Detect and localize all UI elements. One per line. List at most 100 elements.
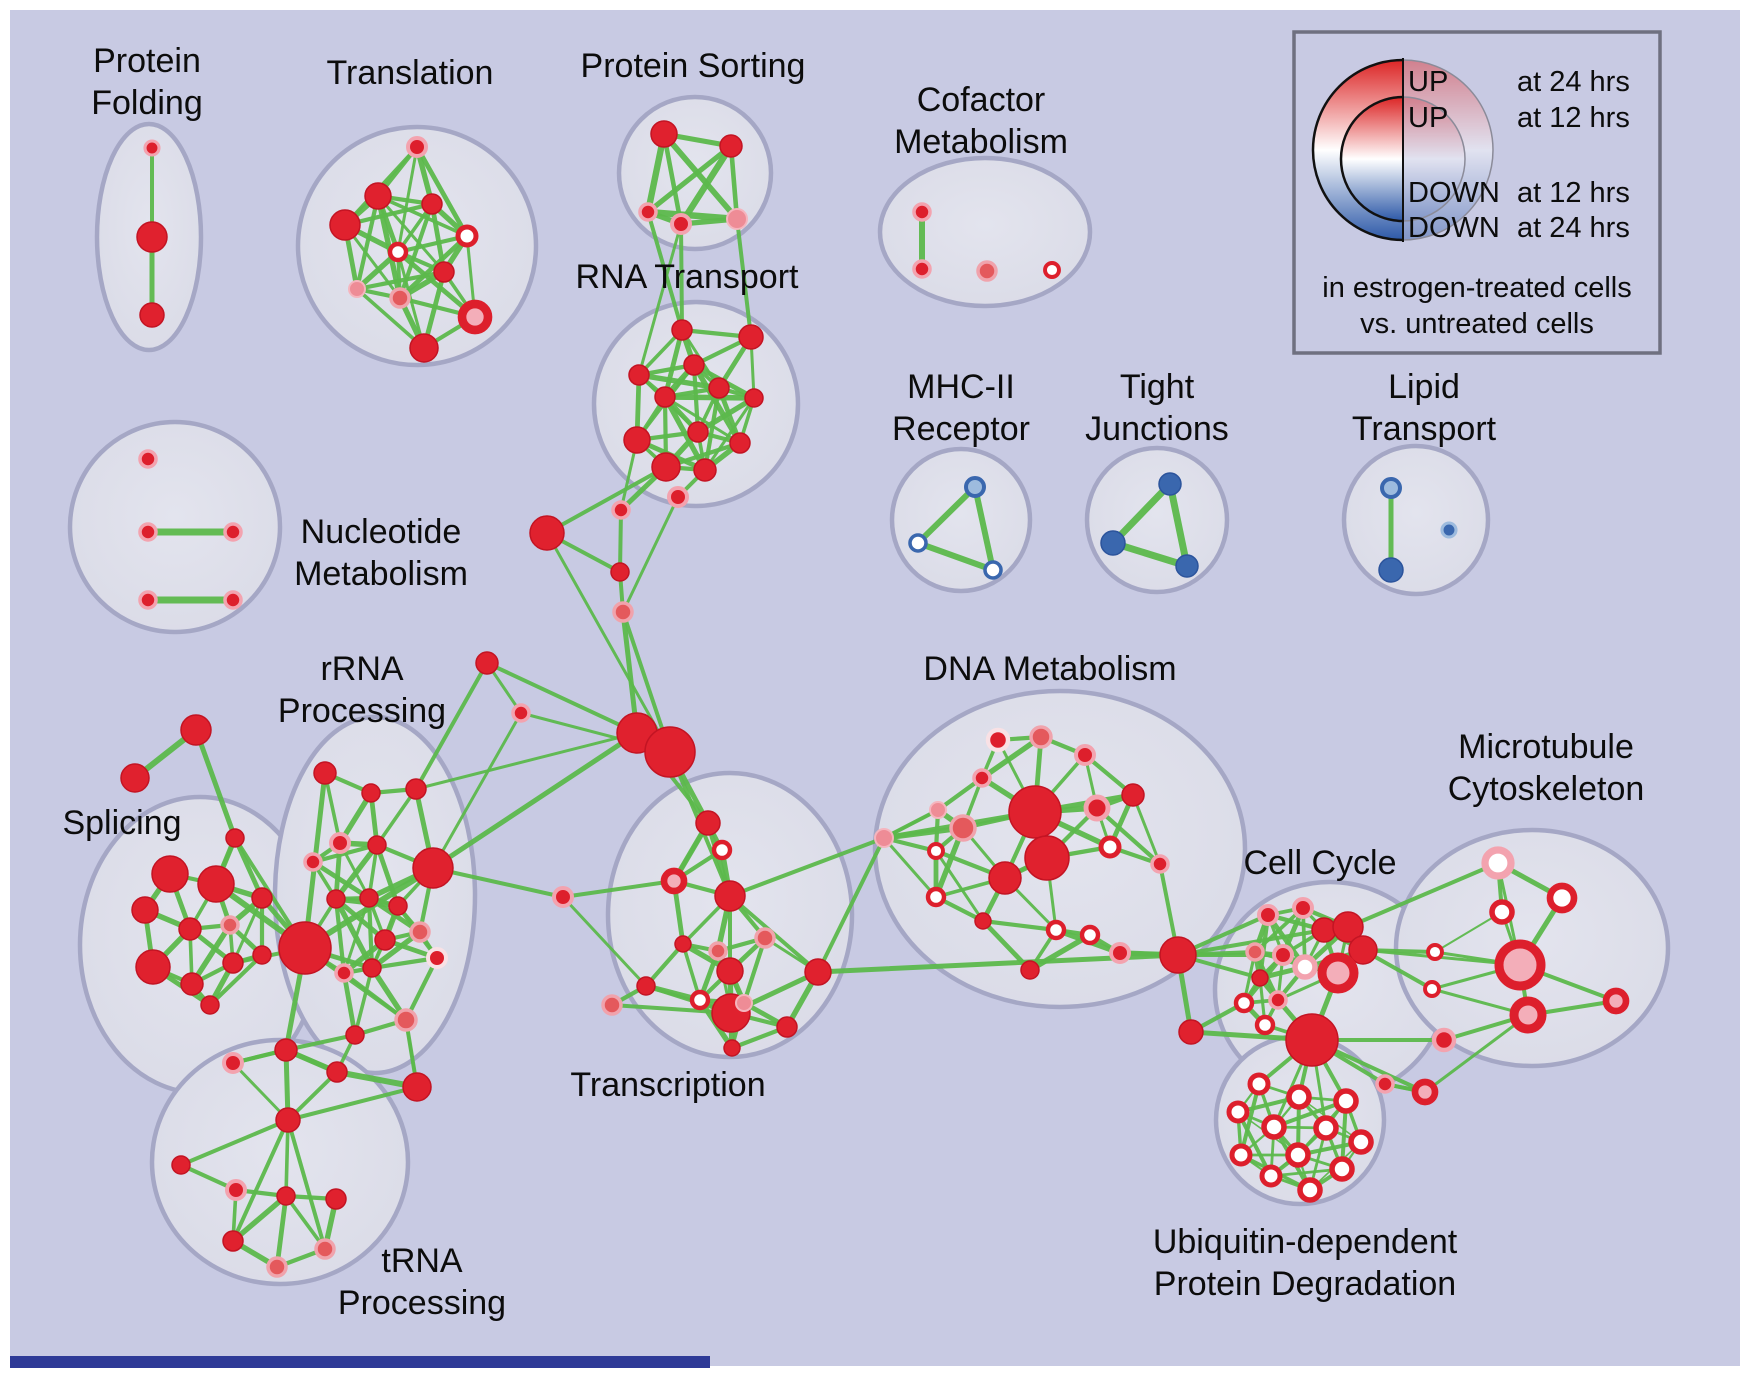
network-node-transcription <box>689 989 711 1011</box>
network-node-connectors <box>529 515 565 551</box>
legend-row-time: at 24 hrs <box>1517 212 1630 244</box>
bottom-caption-bar <box>10 1356 710 1368</box>
network-edge <box>366 895 375 971</box>
network-node-dna_metabolism <box>1029 725 1053 749</box>
network-node-cell_cycle <box>1285 1013 1339 1067</box>
network-node-connectors <box>612 601 634 623</box>
cluster-label-microtubule_cytoskeleton: Cytoskeleton <box>1448 770 1645 808</box>
cluster-label-trna_processing: tRNA <box>381 1242 463 1280</box>
network-nodes <box>120 120 1630 1278</box>
network-node-trna_processing <box>266 1256 288 1278</box>
network-edge <box>1109 539 1191 570</box>
network-edge <box>646 210 684 332</box>
network-node-dna_metabolism <box>1098 835 1122 859</box>
network-node-nucleotide_metabolism <box>138 590 158 610</box>
network-node-splicing <box>178 917 202 941</box>
cluster-label-cell_cycle: Cell Cycle <box>1243 844 1396 882</box>
network-node-protein_folding <box>139 302 165 328</box>
network-node-transcription <box>674 935 692 953</box>
cluster-label-microtubule_cytoskeleton: Microtubule <box>1458 728 1634 766</box>
network-node-ubiquitin_degradation <box>1261 1114 1287 1140</box>
network-edge <box>354 193 381 292</box>
network-node-microtubule_cytoskeleton <box>1431 1027 1457 1053</box>
network-node-dna_metabolism <box>925 886 947 908</box>
network-node-splicing <box>180 972 204 996</box>
network-node-translation <box>409 333 439 363</box>
network-node-connectors <box>511 703 531 723</box>
network-node-lipid_transport <box>1380 477 1402 499</box>
network-edge <box>661 131 740 222</box>
cluster-label-cofactor_metabolism: Metabolism <box>894 123 1068 161</box>
network-node-splicing <box>225 828 245 848</box>
network-edge <box>1094 805 1163 867</box>
network-node-splicing <box>197 865 235 903</box>
network-node-translation <box>389 287 411 309</box>
network-edge <box>662 327 685 400</box>
network-edge <box>703 396 756 472</box>
network-node-translation <box>406 136 428 158</box>
network-edge <box>323 771 342 845</box>
network-node-cell_cycle <box>1311 917 1337 943</box>
legend-outer-arc-left <box>1311 58 1404 242</box>
network-node-rrna_processing <box>402 1072 432 1102</box>
network-node-nucleotide_metabolism <box>138 522 158 542</box>
network-edge <box>231 1118 290 1243</box>
cluster-ellipse-nucleotide_metabolism <box>67 419 283 635</box>
legend-row-time: at 24 hrs <box>1517 66 1630 98</box>
network-node-cell_cycle <box>1254 1014 1276 1036</box>
cluster-label-mhc_ii_receptor: MHC-II <box>907 368 1015 406</box>
network-node-cell_cycle <box>1251 969 1269 987</box>
network-edge <box>1176 928 1326 957</box>
network-node-rrna_processing <box>426 947 448 969</box>
network-edge <box>934 849 985 923</box>
network-node-dna_metabolism <box>1159 936 1197 974</box>
network-edge <box>354 269 447 292</box>
network-node-transcription <box>723 1039 741 1057</box>
network-node-ubiquitin_degradation <box>1286 1084 1312 1110</box>
network-edge <box>414 144 470 239</box>
network-node-cell_cycle <box>1411 1078 1439 1106</box>
network-node-splicing <box>251 887 273 909</box>
network-node-transcription <box>754 927 776 949</box>
cluster-label-nucleotide_metabolism: Metabolism <box>294 555 468 593</box>
network-node-transcription <box>695 810 721 836</box>
legend-row-direction: DOWN <box>1408 212 1500 244</box>
cluster-label-rrna_processing: rRNA <box>320 650 403 688</box>
network-edge <box>728 836 886 898</box>
network-node-rna_transport <box>744 388 764 408</box>
network-node-protein_sorting <box>638 202 658 222</box>
cluster-label-trna_processing: Processing <box>338 1284 506 1322</box>
network-node-trna_processing <box>275 1107 301 1133</box>
network-node-ubiquitin_degradation <box>1229 1143 1253 1167</box>
network-node-rna_transport <box>687 421 709 443</box>
network-node-microtubule_cytoskeleton <box>1489 899 1515 925</box>
network-node-dna_metabolism <box>949 814 977 842</box>
network-node-dna_metabolism <box>1074 744 1096 766</box>
network-node-rrna_processing <box>405 778 427 800</box>
network-edge <box>661 131 684 227</box>
legend-row-time: at 12 hrs <box>1517 102 1630 134</box>
network-node-dna_metabolism <box>929 801 947 819</box>
network-node-rrna_processing <box>409 921 431 943</box>
network-node-splicing <box>220 915 240 935</box>
network-edge <box>230 1193 289 1244</box>
network-node-rna_transport <box>708 377 730 399</box>
legend-row-direction: UP <box>1408 66 1448 98</box>
legend-inner-arc-left <box>1339 95 1404 223</box>
network-node-transcription <box>735 994 753 1012</box>
network-edge <box>972 484 996 573</box>
network-node-rrna_processing <box>359 888 379 908</box>
network-edge <box>1346 861 1500 929</box>
network-node-dna_metabolism <box>974 912 992 930</box>
network-node-dna_metabolism <box>1020 960 1040 980</box>
network-node-dna_metabolism <box>1045 919 1067 941</box>
network-edge <box>728 143 740 222</box>
legend-row-time: at 12 hrs <box>1517 177 1630 209</box>
network-node-cell_cycle <box>1375 1074 1395 1094</box>
network-edge <box>561 895 648 988</box>
network-edge <box>353 966 374 1037</box>
network-edge <box>414 731 639 791</box>
network-node-cell_cycle <box>1348 935 1378 965</box>
network-node-transcription <box>714 880 746 912</box>
cluster-ellipse-cofactor_metabolism <box>877 155 1093 309</box>
